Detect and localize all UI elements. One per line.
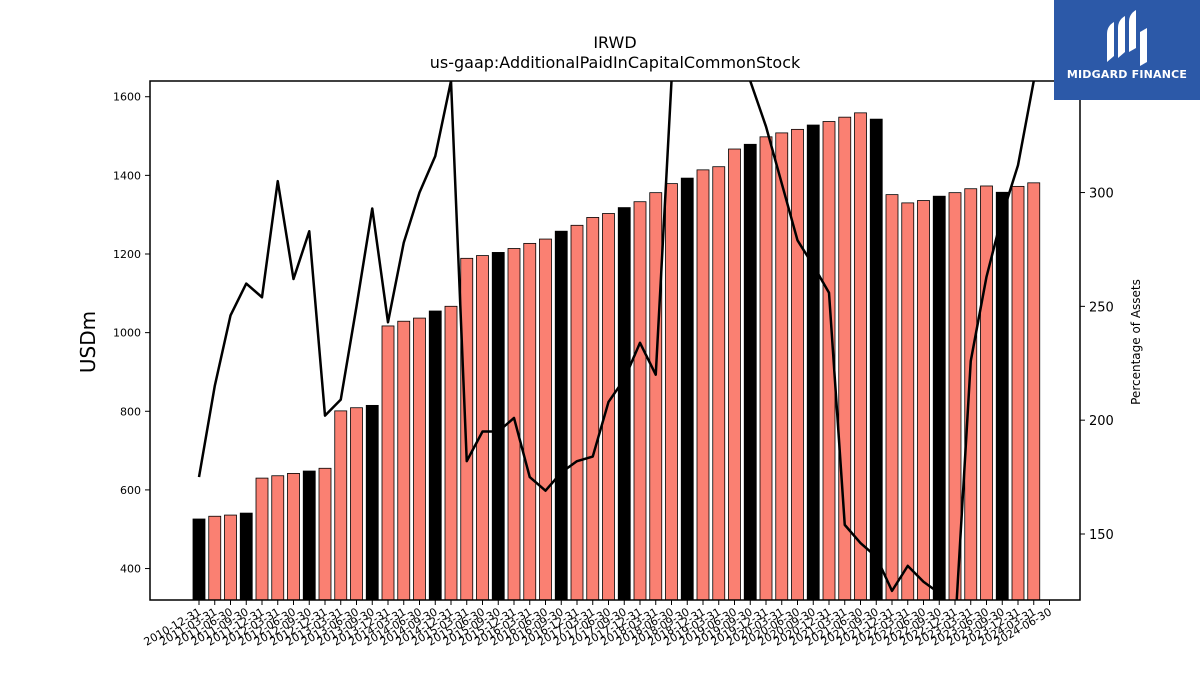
bar-14 (413, 317, 426, 601)
bar-6 (287, 472, 300, 601)
y-right-tick-label: 150 (1089, 528, 1114, 543)
plot-frame (149, 80, 1081, 601)
y-axis-left: 400 600 800 1000 1200 1400 1600 (113, 91, 150, 576)
bar-46 (917, 200, 930, 601)
chart-subtitle: us-gaap:AdditionalPaidInCapitalCommonSto… (430, 53, 801, 72)
bar-12 (381, 325, 395, 601)
y-axis-left-label: USDm (76, 311, 100, 373)
bar-0 (192, 518, 206, 601)
bar-33 (712, 166, 726, 601)
bar-29 (649, 192, 663, 601)
y-right-tick-label: 250 (1089, 300, 1114, 315)
brand-name: MIDGARD FINANCE (1066, 68, 1188, 81)
bar-7 (302, 470, 316, 601)
bar-51 (995, 191, 1009, 601)
y-left-tick-label: 1600 (113, 91, 141, 104)
bar-31 (680, 177, 694, 601)
bar-32 (696, 169, 710, 601)
bar-41 (838, 116, 852, 601)
bar-20 (507, 248, 521, 601)
bar-1 (208, 515, 222, 601)
bar-4 (255, 477, 269, 601)
bar-21 (523, 242, 537, 601)
bar-39 (806, 124, 820, 601)
bar-5 (271, 475, 285, 601)
percentage-of-assets-line (197, 81, 1035, 600)
bar-53 (1027, 182, 1041, 601)
y-left-tick-label: 1200 (113, 248, 141, 261)
bar-15 (428, 310, 442, 601)
bar-30 (665, 183, 678, 601)
bar-25 (586, 217, 600, 601)
bar-49 (964, 188, 978, 601)
bar-34 (728, 148, 741, 601)
bar-2 (224, 514, 237, 601)
x-axis: 2010-12-312011-03-312011-06-302011-09-30… (142, 600, 1054, 649)
y-left-tick-label: 1000 (113, 327, 141, 340)
bar-27 (617, 207, 631, 601)
y-axis-right-label: Percentage of Assets (1129, 279, 1143, 405)
bar-19 (491, 252, 505, 601)
bar-43 (869, 118, 883, 601)
bar-10 (350, 407, 363, 601)
bar-52 (1011, 185, 1025, 601)
bar-42 (854, 112, 867, 601)
bar-22 (539, 238, 552, 601)
bar-18 (476, 255, 489, 601)
bar-23 (554, 230, 568, 601)
bar-16 (444, 305, 458, 601)
bar-13 (397, 320, 411, 601)
midgard-logo-icon (1107, 10, 1147, 66)
bar-35 (743, 143, 757, 601)
bar-24 (570, 224, 584, 601)
bar-36 (759, 136, 773, 601)
bar-26 (602, 213, 615, 601)
bar-28 (633, 201, 647, 601)
y-axis-right: 150 200 250 300 (1080, 187, 1114, 543)
y-right-tick-label: 300 (1089, 187, 1114, 202)
y-left-tick-label: 1400 (113, 169, 141, 182)
bar-38 (791, 128, 804, 601)
brand-logo: MIDGARD FINANCE (1054, 0, 1200, 100)
bar-17 (460, 257, 474, 601)
bar-47 (932, 195, 946, 601)
y-right-tick-label: 200 (1089, 414, 1114, 429)
y-left-tick-label: 400 (120, 563, 141, 576)
bar-11 (365, 404, 379, 601)
y-left-tick-label: 800 (120, 405, 141, 418)
bar-50 (980, 185, 993, 601)
bar-44 (885, 194, 899, 601)
bar-9 (334, 410, 348, 601)
y-left-tick-label: 600 (120, 484, 141, 497)
bar-45 (901, 202, 915, 601)
bar-3 (239, 512, 253, 601)
chart-title: IRWD (593, 33, 636, 52)
bar-8 (318, 467, 332, 601)
